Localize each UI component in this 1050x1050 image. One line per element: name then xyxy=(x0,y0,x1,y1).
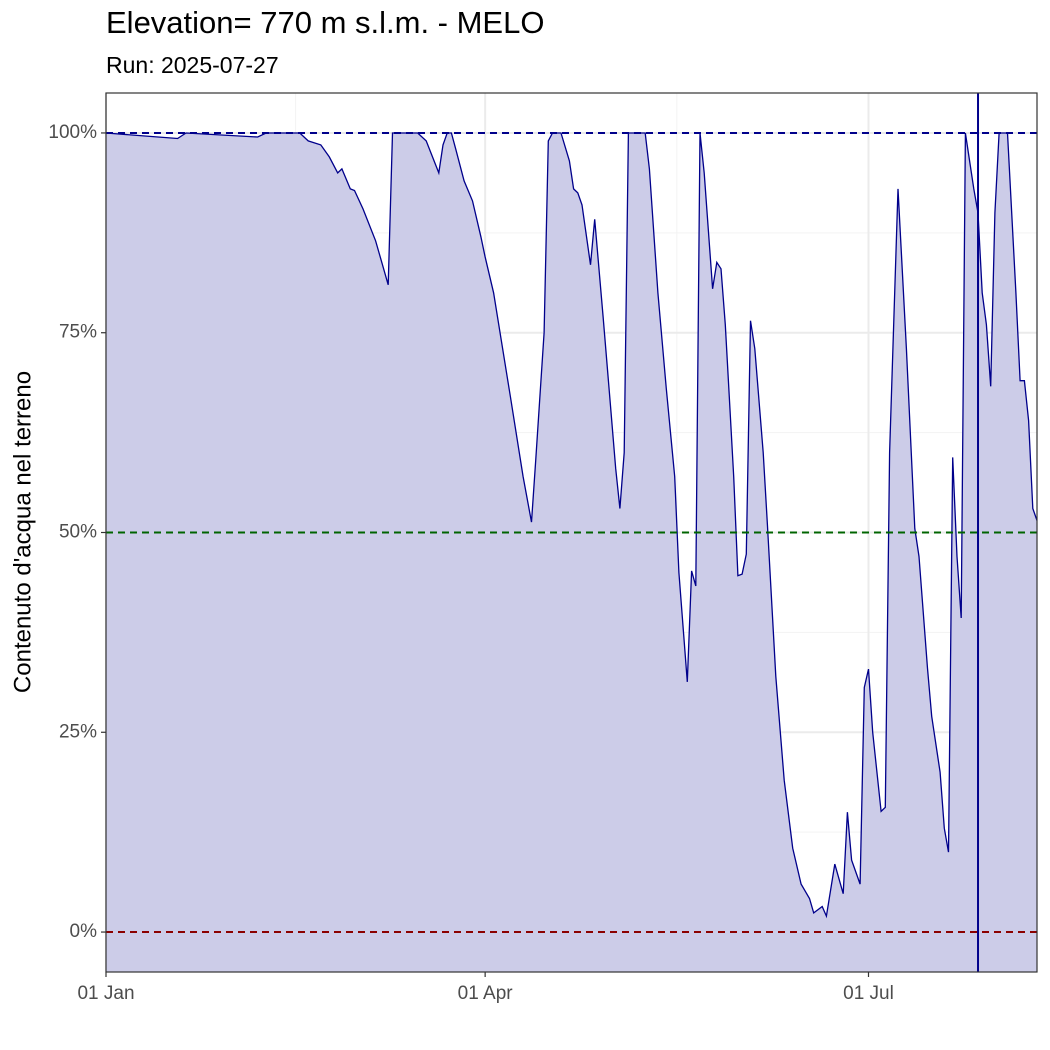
y-axis-label: Contenuto d'acqua nel terreno xyxy=(9,371,36,693)
y-tick-label: 75% xyxy=(59,322,97,343)
x-tick-label: 01 Jul xyxy=(843,983,894,1004)
area xyxy=(106,133,1037,972)
y-tick-label: 25% xyxy=(59,721,97,742)
y-tick-label: 100% xyxy=(48,122,97,143)
x-tick-label: 01 Apr xyxy=(458,983,514,1004)
y-tick-label: 50% xyxy=(59,522,97,543)
chart-subtitle: Run: 2025-07-27 xyxy=(106,52,279,78)
chart-title: Elevation= 770 m s.l.m. - MELO xyxy=(106,5,544,40)
x-tick-label: 01 Jan xyxy=(77,983,134,1004)
line xyxy=(105,132,1038,919)
y-tick-label: 0% xyxy=(70,921,98,942)
